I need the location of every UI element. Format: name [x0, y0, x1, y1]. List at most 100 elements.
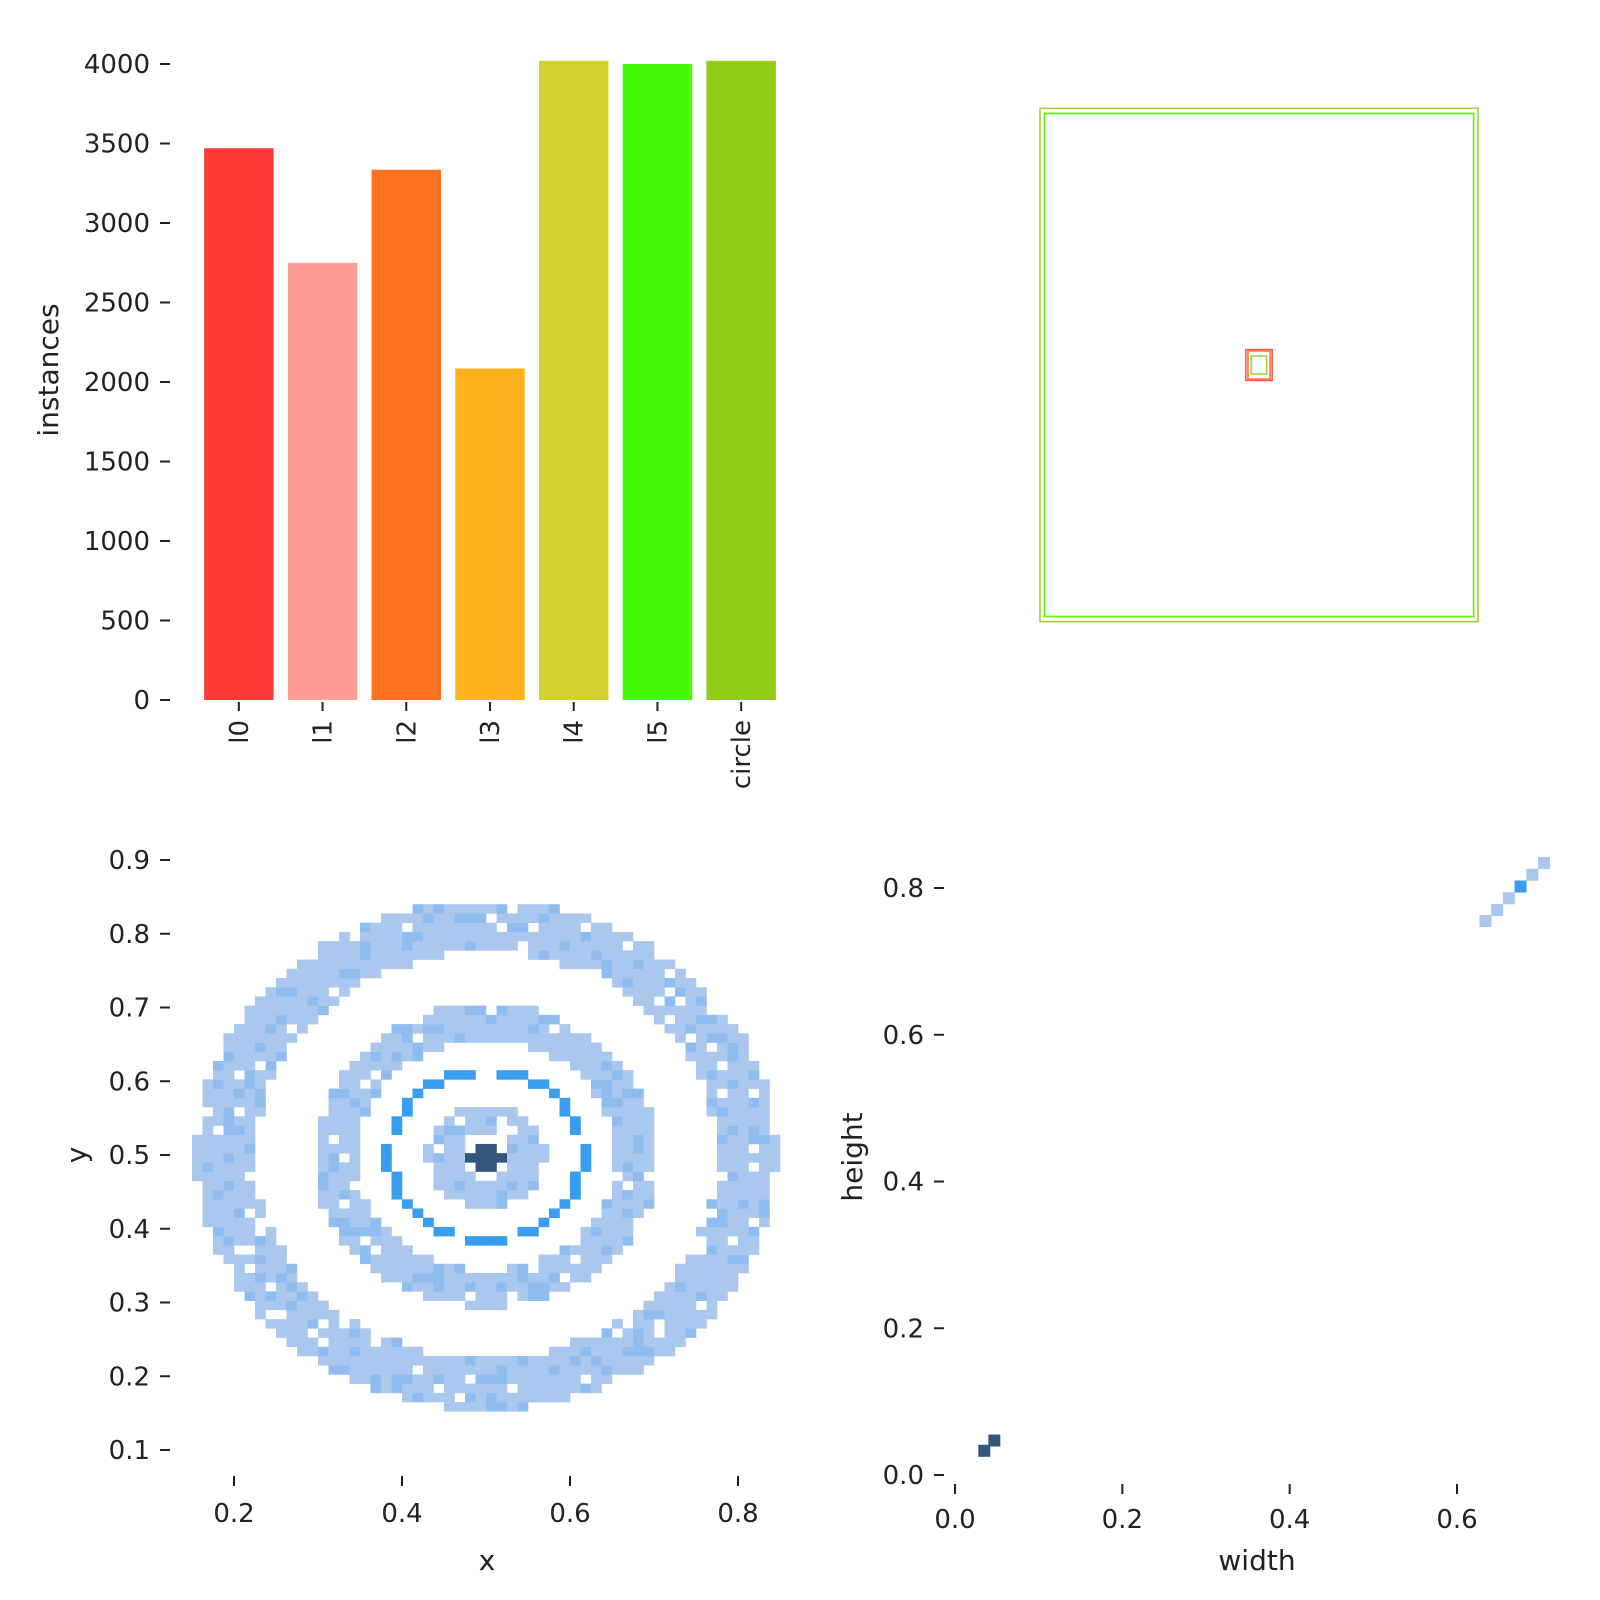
xy-heatmap-cell: [475, 1273, 487, 1283]
xy-heatmap-cell: [318, 1300, 329, 1311]
xy-heatmap-cell: [633, 1134, 644, 1145]
xy-heatmap-cell: [507, 1171, 518, 1182]
xy-heatmap-cell: [381, 1143, 392, 1154]
xy-heatmap-cell: [633, 1116, 644, 1126]
xy-heatmap-cell: [580, 1226, 592, 1237]
xy-heatmap-cell: [591, 922, 602, 933]
xy-heatmap-cell: [748, 1199, 760, 1209]
xy-heatmap-cell: [486, 1374, 497, 1384]
xy-heatmap-cell: [391, 913, 403, 923]
xy-heatmap-cell: [370, 1355, 382, 1366]
xy-heatmap-cell: [727, 1024, 739, 1034]
xy-heatmap-cell: [759, 1190, 770, 1200]
xy-heatmap-cell: [339, 987, 350, 997]
xy-heatmap-cell: [360, 1254, 371, 1265]
xy-heatmap-cell: [633, 1199, 644, 1209]
xy-heatmap-cell: [402, 1383, 413, 1394]
xy-heatmap-cell: [486, 1162, 497, 1172]
xy-heatmap-cell: [706, 1291, 718, 1301]
xy-heatmap-cell: [738, 1060, 749, 1071]
xy-heatmap-cell: [675, 1309, 686, 1320]
xy-heatmap-cell: [381, 1273, 392, 1283]
xy-heatmap-cell: [717, 1024, 728, 1034]
xy-heatmap-cell: [727, 1051, 739, 1062]
wh-y-tick-label: 0.0: [883, 1461, 924, 1491]
xy-heatmap-cell: [465, 1116, 476, 1126]
xy-heatmap-cell: [664, 996, 676, 1006]
xy-heatmap-cell: [223, 1254, 235, 1265]
xy-heatmap-cell: [465, 941, 476, 951]
xy-heatmap-cell: [234, 1190, 245, 1200]
xy-heatmap-cell: [444, 1125, 455, 1136]
xy-heatmap-cell: [360, 1346, 371, 1357]
xy-heatmap-cell: [475, 1355, 487, 1366]
xy-heatmap-cell: [391, 1125, 403, 1136]
xy-heatmap-cell: [433, 1042, 445, 1053]
xy-heatmap-cell: [612, 931, 623, 942]
xy-heatmap-cell: [328, 1208, 340, 1218]
xy-heatmap-cell: [643, 1328, 655, 1338]
xy-heatmap-cell: [370, 1088, 382, 1099]
xy-heatmap-cell: [643, 987, 655, 997]
xy-heatmap-cell: [444, 1374, 455, 1384]
xy-heatmap-cell: [706, 1236, 718, 1246]
xy-heatmap-cell: [748, 1134, 760, 1145]
xy-heatmap-cell: [528, 1033, 539, 1043]
xy-heatmap-cell: [423, 1263, 434, 1274]
xy-heatmap-cell: [465, 1300, 476, 1311]
xy-heatmap-cell: [601, 941, 613, 951]
box-outline: [1043, 112, 1475, 618]
xy-heatmap-cell: [223, 1116, 235, 1126]
xy-heatmap-cell: [213, 1180, 224, 1191]
xy-heatmap-cell: [496, 1374, 508, 1384]
xy-heatmap-cell: [496, 904, 508, 914]
xy-heatmap-cell: [706, 1024, 718, 1034]
xy-heatmap-cell: [591, 931, 602, 942]
xy-heatmap-cell: [559, 931, 571, 942]
xy-heatmap-cell: [738, 1190, 749, 1200]
xy-heatmap-cell: [255, 1097, 266, 1108]
xy-heatmap-cell: [297, 1014, 308, 1025]
xy-heatmap-cell: [381, 1153, 392, 1163]
xy-heatmap-cell: [307, 1291, 319, 1301]
xy-heatmap-cell: [528, 1383, 539, 1394]
xy-heatmap-cell: [696, 1070, 707, 1080]
xy-heatmap-cell: [549, 1355, 560, 1366]
xy-heatmap-cell: [622, 1162, 634, 1172]
xy-heatmap-cell: [244, 1088, 256, 1099]
xy-heatmap-cell: [223, 1208, 235, 1218]
xy-heatmap-cell: [727, 1042, 739, 1053]
xy-heatmap-cell: [475, 1005, 487, 1016]
xy-heatmap-cell: [349, 1107, 361, 1117]
xy-heatmap-cell: [349, 1365, 361, 1375]
xy-heatmap-cell: [759, 1097, 770, 1108]
xy-heatmap-cell: [528, 1226, 539, 1237]
xy-heatmap-cell: [622, 1337, 634, 1348]
xy-heatmap-cell: [622, 1199, 634, 1209]
xy-heatmap-cell: [255, 1070, 266, 1080]
xy-heatmap-cell: [528, 1079, 539, 1089]
xy-heatmap-cell: [706, 1107, 718, 1117]
xy-heatmap-cell: [465, 1365, 476, 1375]
xy-heatmap-cell: [517, 1134, 529, 1145]
xy-heatmap-cell: [381, 1236, 392, 1246]
xy-heatmap-cell: [213, 1171, 224, 1182]
xy-heatmap-cell: [559, 1042, 571, 1053]
xy-heatmap-cell: [318, 1199, 329, 1209]
xy-heatmap-cell: [339, 1346, 350, 1357]
xy-heatmap-cell: [633, 968, 644, 979]
xy-heatmap-cell: [706, 1300, 718, 1311]
xy-heatmap-cell: [265, 1024, 277, 1034]
xy-heatmap-cell: [202, 1088, 214, 1099]
wh-x-axis-label: width: [1218, 1544, 1295, 1577]
xy-heatmap-cell: [475, 941, 487, 951]
xy-heatmap-cell: [748, 1097, 760, 1108]
xy-heatmap-cell: [696, 987, 707, 997]
xy-heatmap-cell: [664, 1005, 676, 1016]
xy-heatmap-cell: [717, 1273, 728, 1283]
xy-heatmap-cell: [402, 1263, 413, 1274]
xy-heatmap-cell: [318, 1134, 329, 1145]
xy-heatmap-cell: [349, 1097, 361, 1108]
xy-heatmap-cell: [486, 1273, 497, 1283]
